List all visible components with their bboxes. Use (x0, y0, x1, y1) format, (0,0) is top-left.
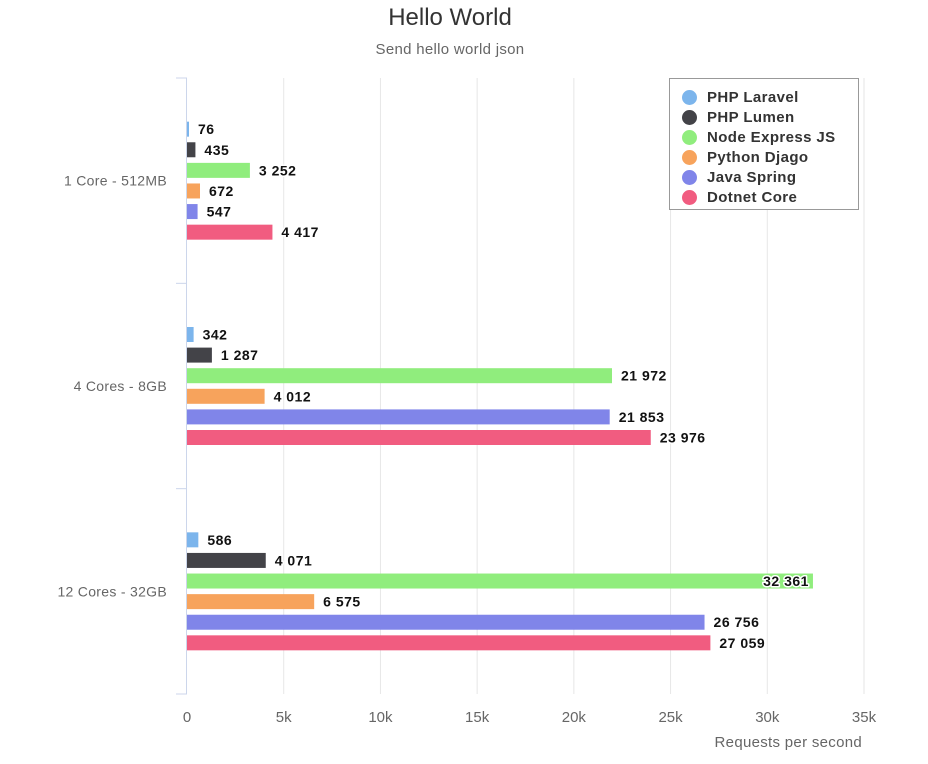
x-tick-label: 5k (276, 709, 292, 726)
bar (187, 327, 194, 342)
x-tick-label: 30k (755, 709, 780, 726)
chart-legend: PHP Laravel PHP Lumen Node Express JS Pytho… (669, 78, 859, 210)
bar (187, 614, 705, 630)
legend-item[interactable]: Dotnet Core (682, 187, 858, 207)
data-label: 586 (207, 532, 232, 548)
category-label: 4 Cores - 8GB (74, 378, 167, 394)
data-label: 27 059 (719, 635, 765, 651)
legend-label: PHP Laravel (707, 88, 799, 106)
legend-label: Dotnet Core (707, 188, 798, 206)
legend-item[interactable]: PHP Lumen (682, 107, 858, 127)
x-tick-label: 15k (465, 709, 490, 726)
bar (187, 552, 266, 568)
data-label: 26 756 (714, 614, 760, 630)
bar (187, 183, 200, 199)
x-tick-label: 20k (562, 709, 587, 726)
data-label: 23 976 (660, 430, 706, 446)
bar (187, 142, 196, 158)
bar (187, 594, 315, 610)
bar (187, 573, 813, 589)
chart-title: Hello World (388, 4, 512, 31)
legend-label: Java Spring (707, 168, 797, 186)
bar (187, 430, 651, 445)
legend-label: Python Djago (707, 148, 809, 166)
legend-marker (682, 129, 697, 145)
legend-label: PHP Lumen (707, 108, 795, 126)
legend-marker (682, 189, 697, 205)
chart-subtitle: Send hello world json (375, 41, 525, 58)
x-tick-label: 25k (658, 709, 683, 726)
x-tick-label: 35k (852, 709, 877, 726)
data-label: 6 575 (323, 594, 361, 610)
bar (187, 347, 212, 363)
x-tick-label: 10k (368, 709, 393, 726)
bar (187, 388, 265, 404)
bar (187, 409, 610, 425)
bar (187, 121, 189, 137)
data-label: 4 071 (275, 552, 313, 568)
legend-item[interactable]: PHP Laravel (682, 87, 858, 107)
data-label: 1 287 (221, 347, 259, 363)
data-label: 672 (209, 183, 234, 199)
data-label: 32 361 (763, 573, 809, 589)
legend-item[interactable]: Python Djago (682, 147, 858, 167)
bar (187, 368, 613, 384)
legend-marker (682, 89, 697, 105)
data-label: 3 252 (259, 162, 297, 178)
bar (187, 162, 250, 178)
bar (187, 635, 711, 651)
data-label: 4 417 (281, 224, 319, 240)
bar (187, 224, 273, 240)
legend-marker (682, 169, 697, 185)
legend-marker (682, 149, 697, 165)
bar (187, 204, 198, 220)
x-tick-label: 0 (183, 709, 191, 726)
category-label: 12 Cores - 32GB (57, 583, 167, 599)
data-label: 4 012 (274, 388, 312, 404)
data-label: 435 (204, 142, 229, 158)
bar (187, 532, 199, 548)
legend-label: Node Express JS (707, 128, 836, 146)
legend-item[interactable]: Node Express JS (682, 127, 858, 147)
data-label: 547 (207, 204, 232, 220)
data-label: 21 972 (621, 368, 667, 384)
x-axis-title: Requests per second (714, 734, 862, 751)
legend-marker (682, 109, 697, 125)
data-label: 342 (203, 327, 228, 343)
data-label: 76 (198, 121, 215, 137)
legend-item[interactable]: Java Spring (682, 167, 858, 187)
category-label: 1 Core - 512MB (64, 173, 167, 189)
data-label: 21 853 (619, 409, 665, 425)
